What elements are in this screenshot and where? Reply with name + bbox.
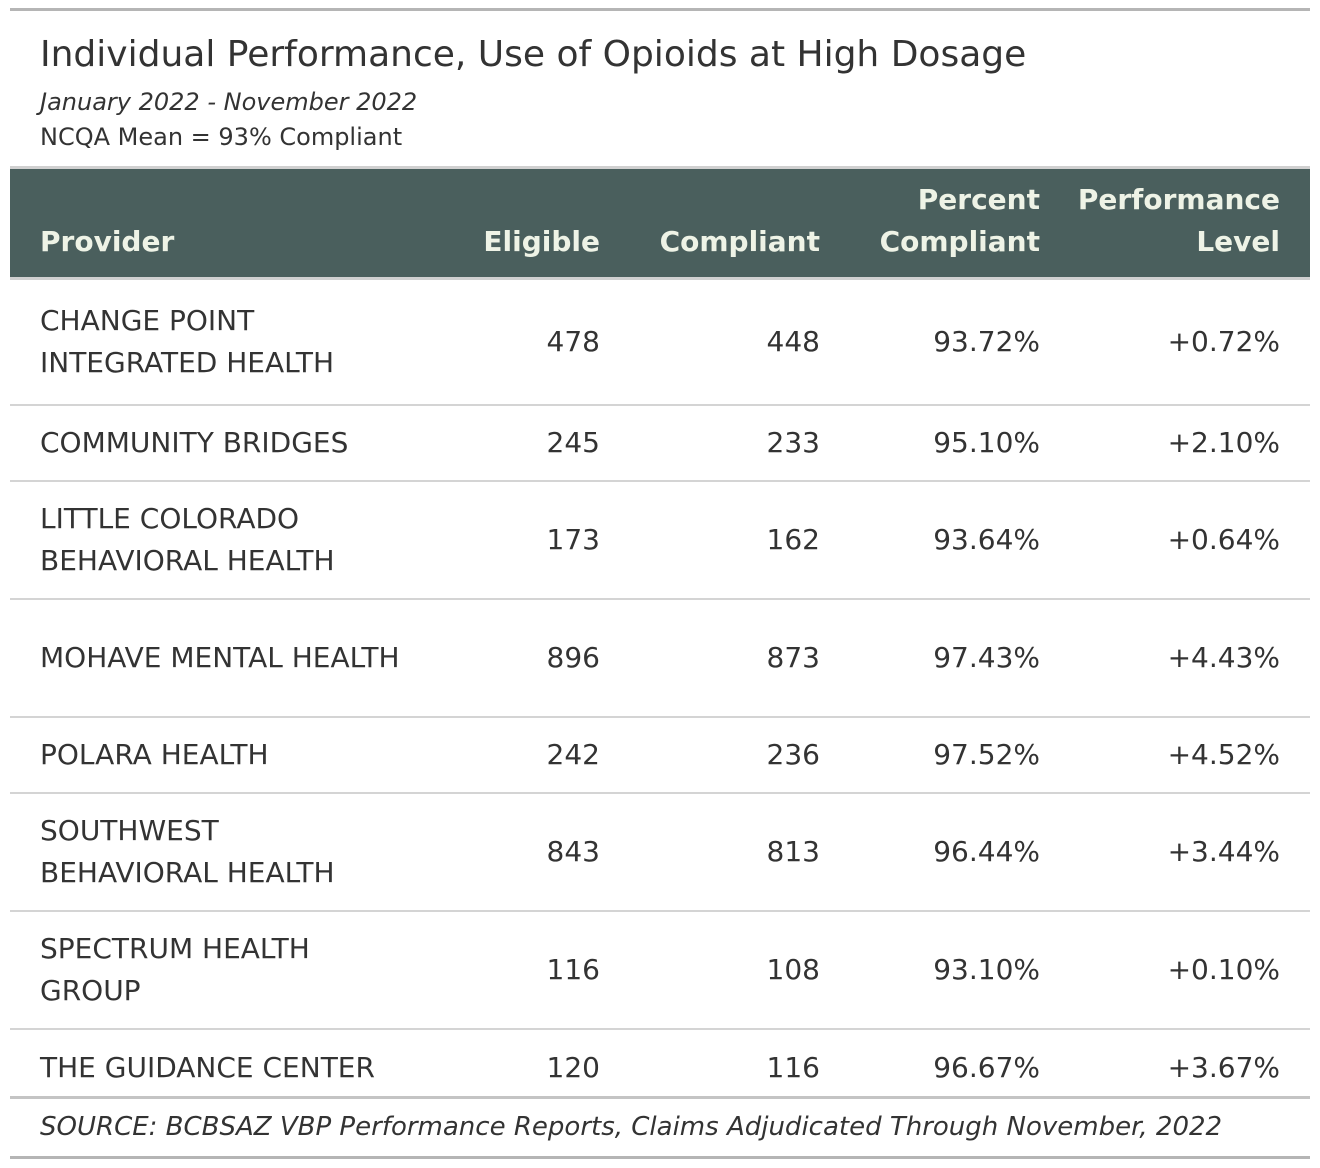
column-header-percent-compliant: Percent Compliant: [880, 179, 1040, 263]
cell-compliant: 233: [766, 426, 820, 459]
table-row: CHANGE POINT INTEGRATED HEALTH 478 448 9…: [10, 280, 1310, 406]
table-row: LITTLE COLORADO BEHAVIORAL HEALTH 173 16…: [10, 482, 1310, 600]
cell-compliant: 116: [766, 1051, 820, 1084]
cell-compliant: 162: [766, 523, 820, 556]
column-header-percent-compliant-line1: Percent: [917, 183, 1040, 216]
cell-percent-compliant: 97.52%: [933, 738, 1040, 771]
cell-percent-compliant: 93.10%: [933, 953, 1040, 986]
table-row: MOHAVE MENTAL HEALTH 896 873 97.43% +4.4…: [10, 600, 1310, 718]
cell-compliant: 236: [766, 738, 820, 771]
cell-provider: SOUTHWEST BEHAVIORAL HEALTH: [40, 814, 335, 889]
cell-eligible: 242: [546, 738, 600, 771]
cell-eligible: 478: [546, 325, 600, 358]
column-header-percent-compliant-line2: Compliant: [879, 225, 1040, 258]
cell-percent-compliant: 95.10%: [933, 426, 1040, 459]
cell-percent-compliant: 96.44%: [933, 835, 1040, 868]
table-row: THE GUIDANCE CENTER 120 116 96.67% +3.67…: [10, 1030, 1310, 1106]
table-header: Provider Eligible Compliant Percent Comp…: [10, 169, 1310, 277]
column-header-performance-level-line1: Performance: [1077, 183, 1280, 216]
bottom-rule: [10, 1156, 1310, 1159]
cell-provider: CHANGE POINT INTEGRATED HEALTH: [40, 304, 335, 379]
cell-provider: LITTLE COLORADO BEHAVIORAL HEALTH: [40, 502, 335, 577]
table-row: POLARA HEALTH 242 236 97.52% +4.52%: [10, 718, 1310, 794]
cell-eligible: 843: [546, 835, 600, 868]
cell-percent-compliant: 97.43%: [933, 641, 1040, 674]
cell-percent-compliant: 93.64%: [933, 523, 1040, 556]
column-header-performance-level: Performance Level: [1078, 179, 1280, 263]
cell-compliant: 448: [766, 325, 820, 358]
column-header-compliant: Compliant: [659, 225, 820, 258]
cell-performance-level: +0.10%: [1167, 953, 1280, 986]
cell-percent-compliant: 93.72%: [933, 325, 1040, 358]
cell-performance-level: +2.10%: [1167, 426, 1280, 459]
report-table-frame: Individual Performance, Use of Opioids a…: [10, 8, 1310, 1162]
cell-percent-compliant: 96.67%: [933, 1051, 1040, 1084]
footer-rule: [10, 1096, 1310, 1099]
cell-performance-level: +4.43%: [1167, 641, 1280, 674]
cell-eligible: 173: [546, 523, 600, 556]
header-bottom-rule: [10, 277, 1310, 280]
cell-performance-level: +0.72%: [1167, 325, 1280, 358]
table-row: SOUTHWEST BEHAVIORAL HEALTH 843 813 96.4…: [10, 794, 1310, 912]
cell-compliant: 813: [766, 835, 820, 868]
column-header-eligible: Eligible: [483, 225, 600, 258]
table-subtitle: January 2022 - November 2022: [40, 88, 418, 116]
cell-performance-level: +3.67%: [1167, 1051, 1280, 1084]
cell-eligible: 245: [546, 426, 600, 459]
cell-provider: SPECTRUM HEALTH GROUP: [40, 932, 310, 1007]
cell-eligible: 896: [546, 641, 600, 674]
cell-performance-level: +4.52%: [1167, 738, 1280, 771]
table-body: CHANGE POINT INTEGRATED HEALTH 478 448 9…: [10, 280, 1310, 1106]
table-row: COMMUNITY BRIDGES 245 233 95.10% +2.10%: [10, 406, 1310, 482]
cell-provider: COMMUNITY BRIDGES: [40, 426, 349, 459]
cell-performance-level: +3.44%: [1167, 835, 1280, 868]
top-rule: [10, 8, 1310, 11]
cell-eligible: 120: [546, 1051, 600, 1084]
table-row: SPECTRUM HEALTH GROUP 116 108 93.10% +0.…: [10, 912, 1310, 1030]
column-header-performance-level-line2: Level: [1196, 225, 1280, 258]
cell-compliant: 873: [766, 641, 820, 674]
source-note: SOURCE: BCBSAZ VBP Performance Reports, …: [40, 1112, 1223, 1142]
cell-performance-level: +0.64%: [1167, 523, 1280, 556]
column-header-provider: Provider: [40, 225, 175, 258]
table-title: Individual Performance, Use of Opioids a…: [40, 34, 1027, 75]
cell-compliant: 108: [766, 953, 820, 986]
ncqa-mean-note: NCQA Mean = 93% Compliant: [40, 123, 403, 151]
header-top-rule: [10, 166, 1310, 169]
cell-provider: THE GUIDANCE CENTER: [40, 1051, 375, 1084]
cell-provider: POLARA HEALTH: [40, 738, 269, 771]
cell-provider: MOHAVE MENTAL HEALTH: [40, 641, 400, 674]
cell-eligible: 116: [546, 953, 600, 986]
